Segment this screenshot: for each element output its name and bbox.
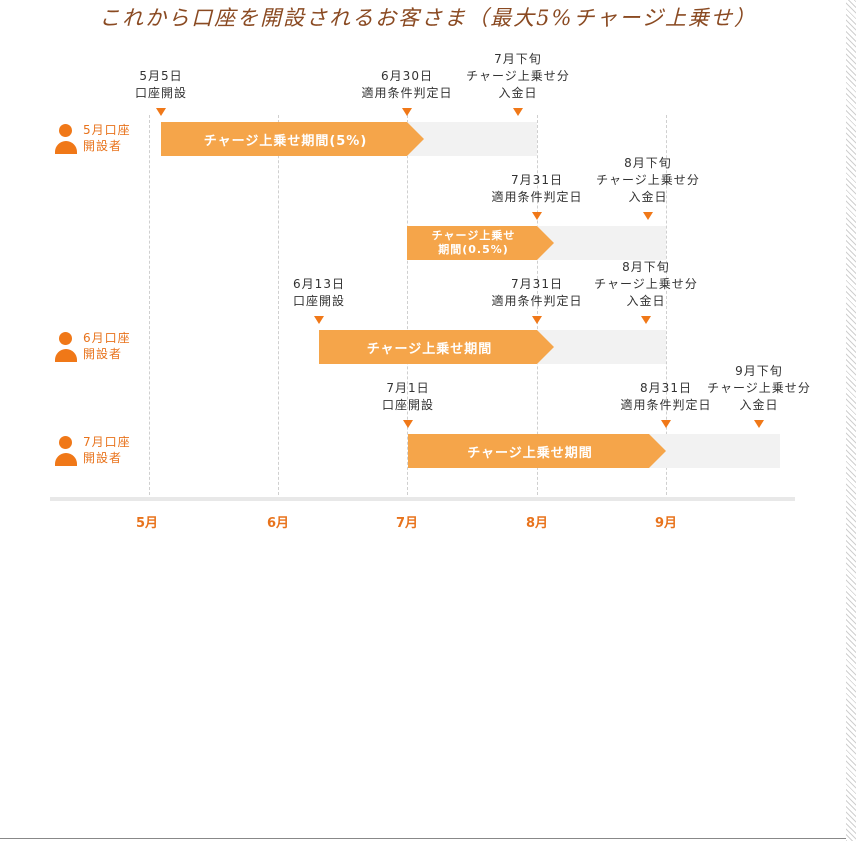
gridline-sep	[666, 115, 667, 500]
label-jun13-open: 6月13日 口座開設	[292, 277, 345, 308]
triangle-down-icon	[661, 420, 671, 428]
triangle-down-icon	[314, 316, 324, 324]
month-label-aug: 8月	[525, 516, 549, 531]
bottom-border	[0, 838, 846, 839]
diagram-title: これから口座を開設されるお客さま（最大5%チャージ上乗せ）	[99, 6, 757, 30]
label-may5-open: 5月5日 口座開設	[134, 69, 187, 100]
gridline-aug	[537, 115, 538, 500]
gridline-jun	[278, 115, 279, 500]
triangle-down-icon	[641, 316, 651, 324]
group-label-jun: 6月口座 開設者	[83, 331, 131, 361]
month-label-jul: 7月	[395, 516, 419, 531]
triangle-down-icon	[532, 316, 542, 324]
gridline-may	[149, 115, 150, 500]
group-label-may: 5月口座 開設者	[83, 123, 131, 153]
triangle-down-icon	[754, 420, 764, 428]
timeline-axis	[50, 497, 795, 501]
charge-period-bar: チャージ上乗せ期間	[408, 434, 666, 468]
side-stripe-decoration	[846, 0, 856, 841]
triangle-down-icon	[513, 108, 523, 116]
month-label-may: 5月	[135, 516, 159, 531]
label-aug-late-deposit: 8月下旬 チャージ上乗せ分 入金日	[596, 156, 700, 204]
label-jul31-judge: 7月31日 適用条件判定日	[491, 173, 583, 204]
label-aug31-judge: 8月31日 適用条件判定日	[620, 381, 712, 412]
triangle-down-icon	[532, 212, 542, 220]
person-icon	[55, 436, 77, 470]
group-label-jul: 7月口座 開設者	[83, 435, 131, 465]
label-jul1-open: 7月1日 口座開設	[381, 381, 434, 412]
charge-period-bar-5pct: チャージ上乗せ期間(5%)	[161, 122, 424, 156]
person-icon	[55, 332, 77, 366]
label-sep-late-deposit: 9月下旬 チャージ上乗せ分 入金日	[707, 364, 811, 412]
label-jul-late-deposit: 7月下旬 チャージ上乗せ分 入金日	[466, 52, 570, 100]
triangle-down-icon	[402, 108, 412, 116]
triangle-down-icon	[643, 212, 653, 220]
label-jun30-judge: 6月30日 適用条件判定日	[361, 69, 453, 100]
charge-period-bar-0-5pct: チャージ上乗せ 期間(0.5%)	[407, 226, 554, 260]
triangle-down-icon	[156, 108, 166, 116]
month-label-jun: 6月	[266, 516, 290, 531]
person-icon	[55, 124, 77, 158]
month-label-sep: 9月	[654, 516, 678, 531]
label-aug-late-deposit: 8月下旬 チャージ上乗せ分 入金日	[594, 260, 698, 308]
label-jul31-judge: 7月31日 適用条件判定日	[491, 277, 583, 308]
gridline-jul	[407, 115, 408, 500]
charge-period-bar: チャージ上乗せ期間	[319, 330, 554, 364]
triangle-down-icon	[403, 420, 413, 428]
